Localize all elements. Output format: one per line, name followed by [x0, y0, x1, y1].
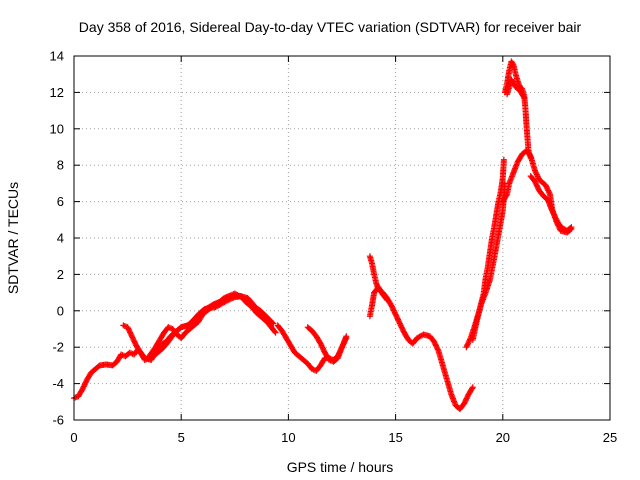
series-points: [71, 58, 575, 413]
y-tick-label: 0: [57, 303, 64, 318]
data-point: [521, 94, 528, 101]
data-point: [343, 333, 350, 340]
axis-ticks: [73, 55, 611, 421]
data-point: [469, 385, 476, 392]
y-axis-label: SDTVAR / TECUs: [5, 182, 21, 294]
y-tick-label: 2: [57, 267, 64, 282]
data-point: [509, 60, 516, 67]
y-tick-label: 4: [57, 231, 64, 246]
data-point: [520, 93, 527, 100]
data-point: [503, 192, 510, 199]
data-point: [546, 190, 553, 197]
data-point: [270, 320, 277, 327]
data-point: [384, 296, 391, 303]
data-point: [500, 156, 507, 163]
y-tick-label: 6: [57, 194, 64, 209]
data-point: [527, 154, 534, 161]
x-tick-label: 25: [603, 430, 617, 445]
y-tick-label: -4: [52, 376, 64, 391]
y-tick-label: -6: [52, 413, 64, 428]
data-point: [567, 224, 574, 231]
data-point: [383, 295, 390, 302]
data-point: [271, 328, 278, 335]
x-tick-label: 10: [281, 430, 295, 445]
data-points: [71, 58, 575, 413]
y-tick-label: 12: [50, 85, 64, 100]
data-point: [434, 346, 441, 353]
y-tick-label: 8: [57, 158, 64, 173]
data-point: [269, 319, 276, 326]
y-tick-label: -2: [52, 340, 64, 355]
data-point: [469, 384, 476, 391]
chart-title: Day 358 of 2016, Sidereal Day-to-day VTE…: [79, 19, 582, 35]
tick-labels: 0 5 10 15 20 25 -6 -4 -2 0 2 4 6 8 10 12 14: [50, 49, 618, 446]
data-point: [272, 329, 279, 336]
x-axis-label: GPS time / hours: [287, 459, 394, 475]
y-tick-label: 14: [50, 49, 64, 64]
y-tick-label: 10: [50, 121, 64, 136]
x-tick-label: 0: [70, 430, 77, 445]
x-tick-label: 5: [178, 430, 185, 445]
x-tick-label: 15: [388, 430, 402, 445]
x-tick-label: 20: [496, 430, 510, 445]
data-point: [568, 224, 575, 231]
